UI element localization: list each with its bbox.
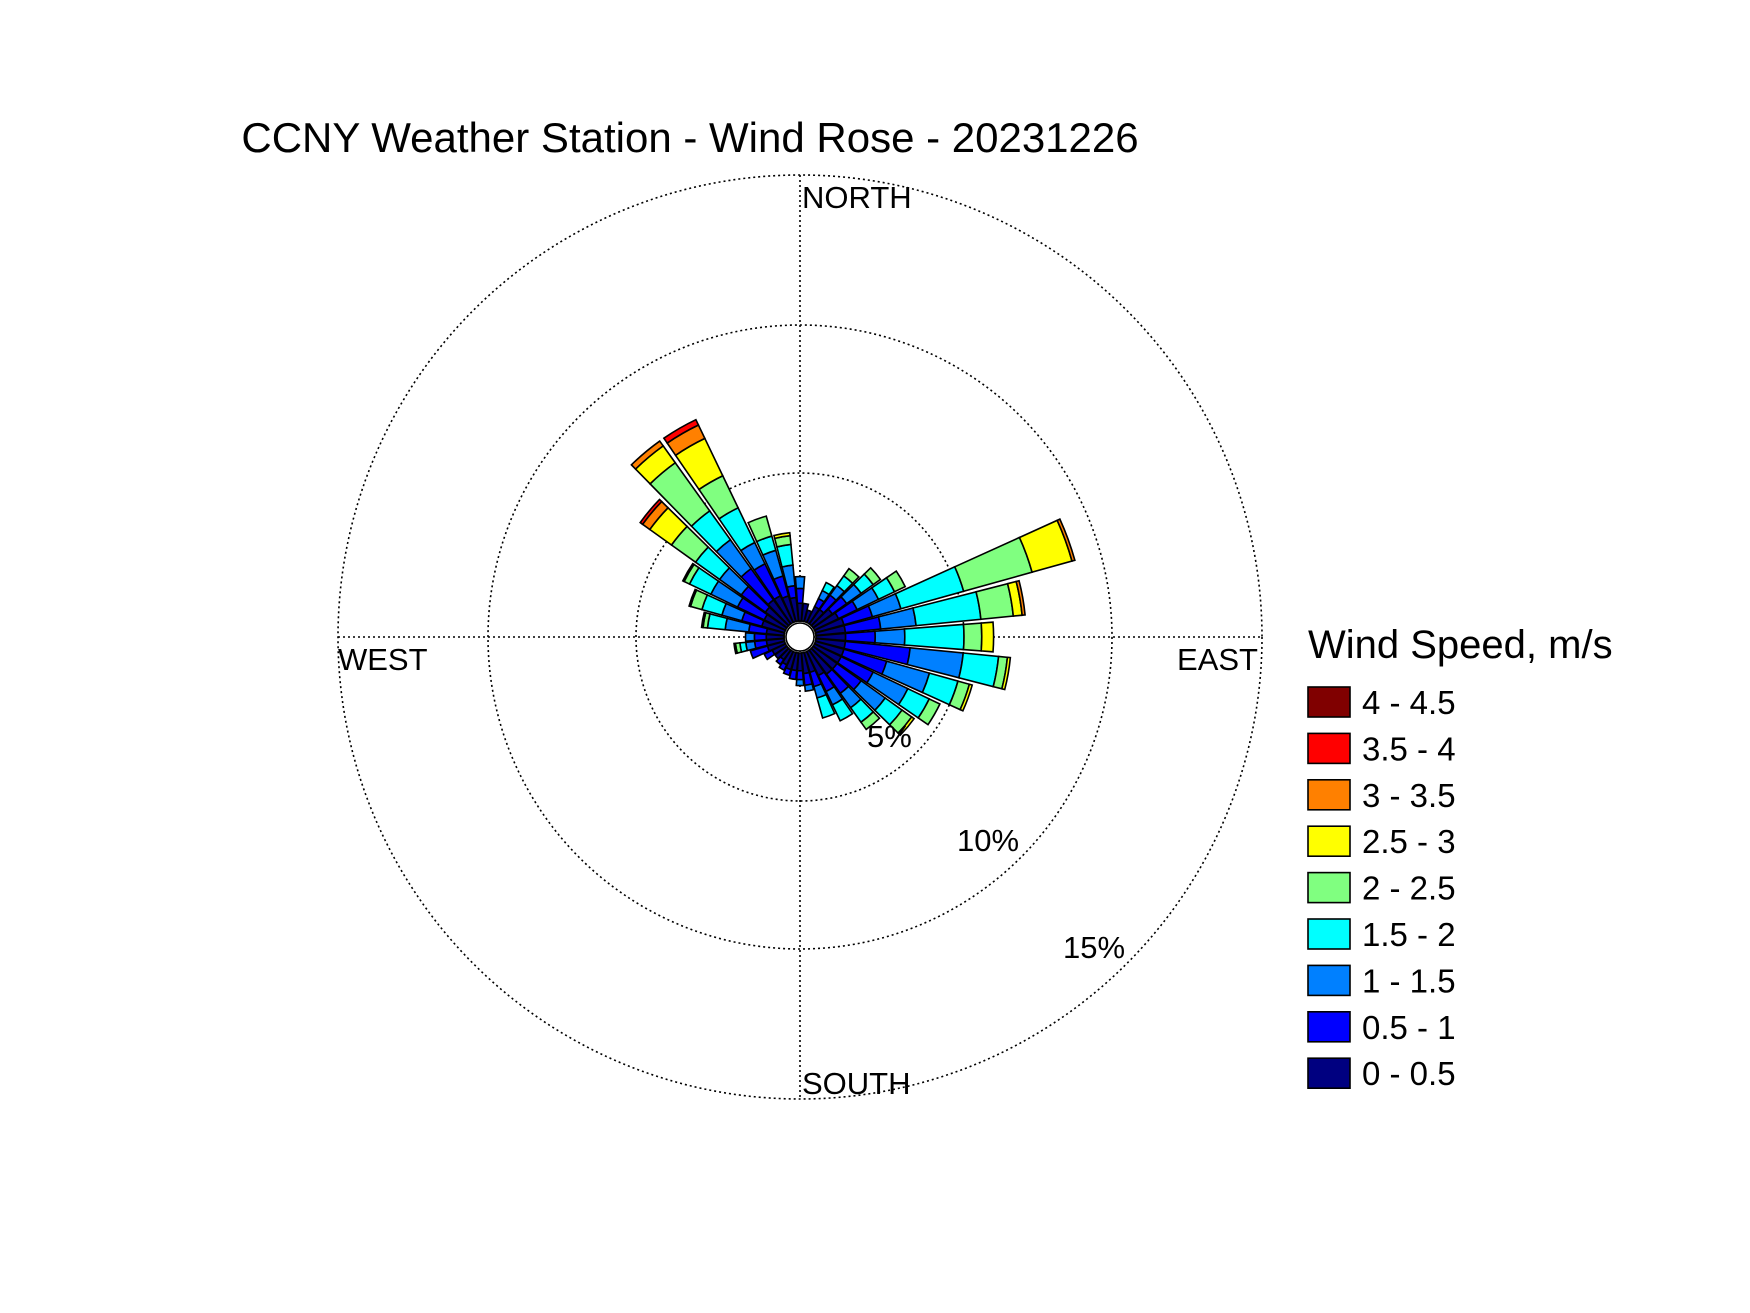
ring-label-5: 5% [867, 719, 912, 754]
bar-segment-100deg-bin-3 [957, 652, 1000, 688]
legend-title: Wind Speed, m/s [1308, 623, 1613, 667]
legend-swatch-6 [1307, 964, 1351, 997]
bar-segment-270deg-bin-1 [753, 632, 768, 642]
legend-label-1: 3.5 - 4 [1362, 730, 1456, 767]
ring-label-15: 15% [1063, 930, 1125, 965]
bar-segment-240deg-bin-1 [763, 649, 776, 661]
bar-segment-260deg-bin-5 [733, 642, 739, 655]
bar-segment-120deg-bin-4 [917, 697, 941, 726]
bar-segment-340deg-bin-4 [747, 515, 773, 543]
bar-segment-130deg-bin-5 [897, 715, 916, 737]
bar-segment-250deg-bin-1 [749, 645, 771, 660]
chart-title: CCNY Weather Station - Wind Rose - 20231… [241, 114, 1138, 161]
ring-10-percent [487, 324, 1113, 950]
bar-segment-30deg-bin-3 [821, 581, 836, 596]
west-label: WEST [338, 642, 428, 677]
legend: Wind Speed, m/s 4 - 4.5 3.5 - 4 3 - 3.5 2.5… [1307, 623, 1613, 1092]
bar-segment-350deg-bin-5 [772, 531, 791, 540]
bar-segment-310deg-bin-7 [639, 498, 663, 526]
legend-label-6: 1 - 1.5 [1362, 962, 1456, 999]
bar-segment-90deg-bin-4 [962, 622, 983, 652]
bar-segment-290deg-bin-5 [688, 588, 698, 608]
wind-rose-bars [630, 418, 1076, 737]
legend-label-7: 0.5 - 1 [1362, 1009, 1456, 1046]
bar-segment-60deg-bin-4 [885, 569, 907, 593]
legend-swatch-5 [1307, 918, 1351, 950]
bar-segment-150deg-bin-3 [831, 697, 854, 722]
bar-segment-0deg-bin-2 [794, 575, 806, 590]
legend-label-0: 4 - 4.5 [1362, 684, 1456, 721]
bar-segment-90deg-bin-5 [980, 621, 995, 653]
legend-swatch-0 [1307, 686, 1351, 718]
bar-segment-0deg-bin-1 [795, 587, 805, 605]
bar-segment-140deg-bin-4 [859, 710, 881, 731]
legend-swatch-8 [1307, 1057, 1351, 1089]
legend-swatch-2 [1307, 778, 1351, 811]
bar-segment-100deg-bin-5 [1000, 656, 1012, 691]
bar-segment-180deg-bin-2 [795, 678, 805, 687]
bar-segment-330deg-bin-7 [662, 418, 700, 445]
legend-swatch-4 [1307, 871, 1351, 904]
bar-segment-270deg-bin-2 [744, 631, 756, 643]
legend-label-8: 0 - 0.5 [1362, 1055, 1456, 1092]
ring-label-10: 10% [957, 823, 1019, 858]
bar-segment-210deg-bin-1 [778, 661, 788, 672]
bar-segment-200deg-bin-1 [782, 666, 792, 677]
bar-segment-50deg-bin-4 [863, 566, 882, 586]
center-hole [785, 622, 815, 652]
bar-segment-40deg-bin-4 [842, 567, 860, 585]
bar-segment-90deg-bin-2 [874, 628, 906, 646]
bar-segment-220deg-bin-1 [775, 655, 785, 666]
bar-segment-320deg-bin-6 [630, 439, 665, 471]
bar-segment-90deg-bin-3 [903, 623, 965, 651]
bar-segment-190deg-bin-1 [788, 668, 798, 681]
bar-segment-300deg-bin-5 [681, 562, 696, 583]
legend-label-5: 1.5 - 2 [1362, 916, 1456, 953]
bar-segment-90deg-bin-1 [844, 630, 877, 644]
north-label: NORTH [802, 180, 912, 215]
bar-segment-80deg-bin-4 [975, 582, 1015, 621]
bar-segment-80deg-bin-6 [1015, 579, 1026, 617]
legend-swatch-7 [1307, 1010, 1351, 1043]
bar-segment-160deg-bin-3 [816, 693, 836, 719]
legend-label-4: 2 - 2.5 [1362, 870, 1456, 907]
bar-segment-10deg-bin-0 [800, 602, 810, 623]
legend-label-2: 3 - 3.5 [1362, 777, 1456, 814]
bar-segment-170deg-bin-2 [803, 683, 815, 693]
east-label: EAST [1177, 642, 1258, 677]
legend-label-3: 2.5 - 3 [1362, 823, 1456, 860]
legend-swatch-3 [1307, 825, 1351, 858]
bar-segment-110deg-bin-5 [959, 683, 974, 712]
south-label: SOUTH [802, 1066, 911, 1101]
bar-segment-70deg-bin-6 [1056, 518, 1076, 563]
bar-segment-180deg-bin-1 [795, 669, 805, 681]
legend-swatch-1 [1307, 732, 1351, 765]
bar-segment-280deg-bin-5 [700, 611, 707, 629]
